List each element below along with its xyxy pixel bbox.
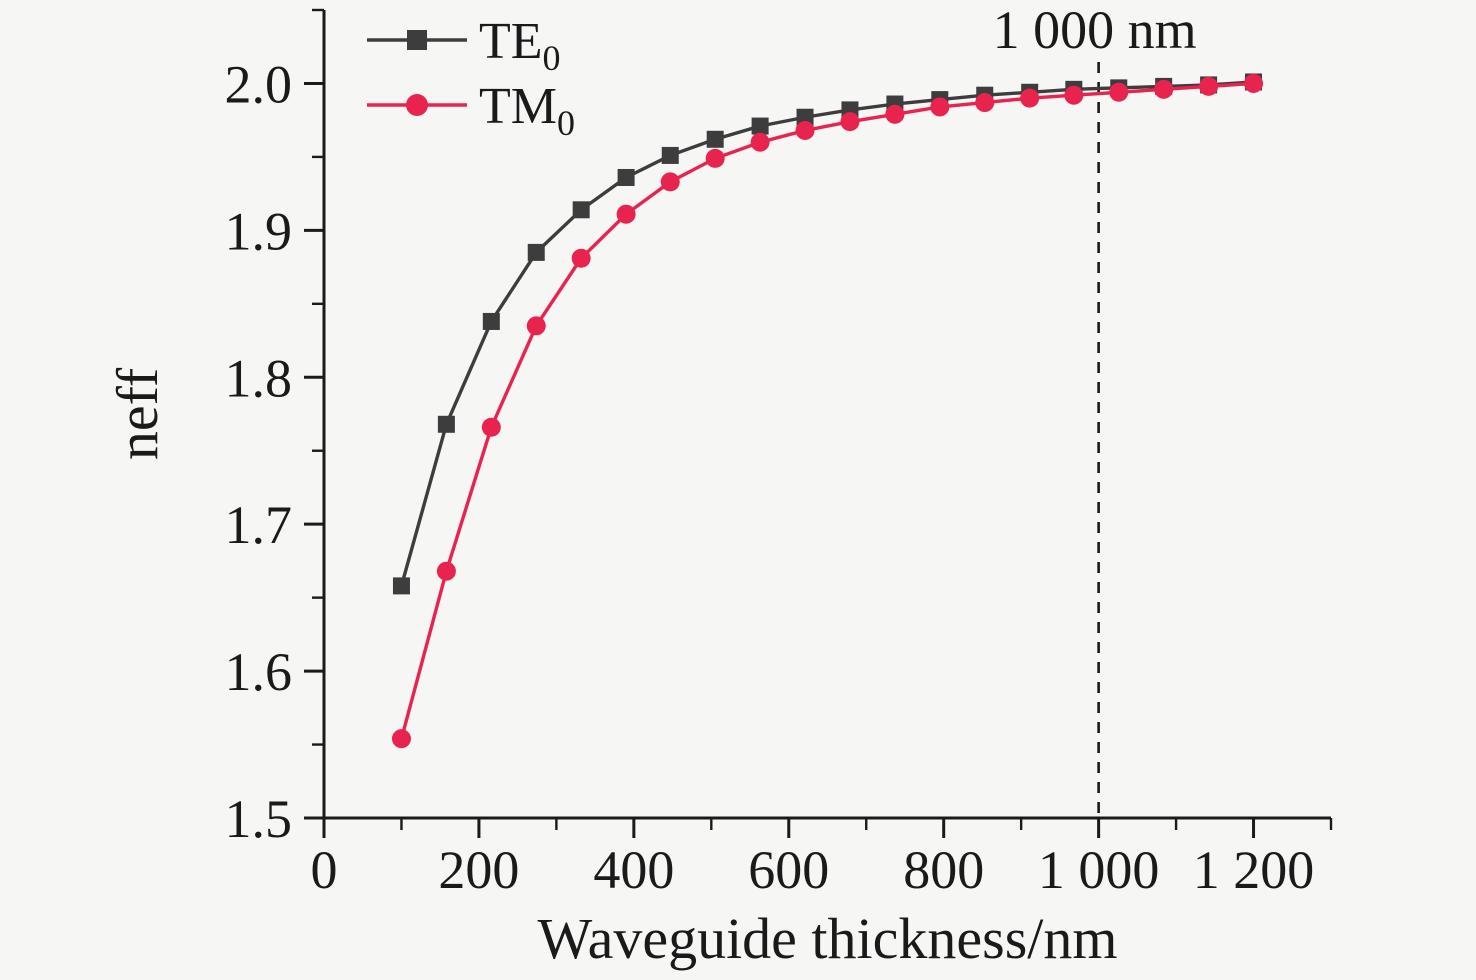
tm0-marker: [436, 561, 456, 581]
x-tick-label: 200: [438, 840, 519, 900]
tm0-marker: [571, 248, 591, 268]
tm0-series: [391, 73, 1264, 749]
te0-marker: [617, 168, 635, 186]
te0-marker: [527, 243, 545, 261]
y-tick-label: 1.8: [225, 348, 293, 408]
te0-marker: [796, 108, 814, 126]
legend-circle-marker: [406, 94, 428, 116]
y-axis: 1.5 1.6 1.7 1.8 1.9 2.0: [225, 8, 326, 849]
tm0-marker: [481, 417, 501, 437]
tm0-marker: [750, 132, 770, 152]
x-tick-label: 400: [593, 840, 674, 900]
tm0-marker: [705, 148, 725, 168]
te0-marker: [661, 146, 679, 164]
y-tick-label: 1.5: [225, 789, 293, 849]
x-tick-label: 600: [748, 840, 829, 900]
tm0-marker: [660, 172, 680, 192]
te0-marker: [706, 130, 724, 148]
te0-marker: [482, 312, 500, 330]
annotation-1000nm: 1 000 nm: [993, 0, 1197, 818]
tm0-marker: [1199, 76, 1219, 96]
tm0-marker: [391, 729, 411, 749]
tm0-marker: [616, 204, 636, 224]
x-tick-label: 1 000: [1038, 840, 1160, 900]
annotation-text: 1 000 nm: [993, 0, 1197, 60]
x-tick-label: 1 200: [1193, 840, 1315, 900]
x-tick-label: 0: [311, 840, 338, 900]
y-tick-label: 1.7: [225, 495, 293, 555]
tm0-marker: [930, 97, 950, 117]
y-tick-label: 2.0: [225, 54, 293, 114]
tm0-marker: [526, 316, 546, 336]
tm0-marker: [840, 112, 860, 132]
legend-label-tm0: TM0: [479, 78, 575, 143]
legend-square-marker: [407, 30, 427, 50]
legend-label-te0: TE0: [479, 13, 561, 78]
te0-marker: [572, 201, 590, 219]
tm0-marker: [1064, 85, 1084, 105]
tm0-marker: [795, 120, 815, 140]
tm0-marker: [1109, 82, 1129, 102]
tm0-marker: [975, 93, 995, 113]
x-axis-label: Waveguide thickness/nm: [537, 906, 1117, 971]
y-tick-label: 1.9: [225, 201, 293, 261]
tm0-marker: [1244, 73, 1264, 93]
y-axis-label: neff: [105, 367, 170, 460]
te0-marker: [751, 117, 769, 135]
te0-marker: [437, 415, 455, 433]
tm0-marker: [885, 104, 905, 124]
tm0-marker: [1020, 88, 1040, 108]
legend-item-tm0: TM0: [367, 78, 575, 143]
tm0-marker: [1154, 79, 1174, 99]
te0-marker: [392, 577, 410, 595]
x-axis: 0 200 400 600 800 1 000 1 200: [311, 816, 1333, 900]
legend-item-te0: TE0: [367, 13, 561, 78]
x-tick-label: 800: [903, 840, 984, 900]
y-tick-label: 1.6: [225, 642, 293, 702]
